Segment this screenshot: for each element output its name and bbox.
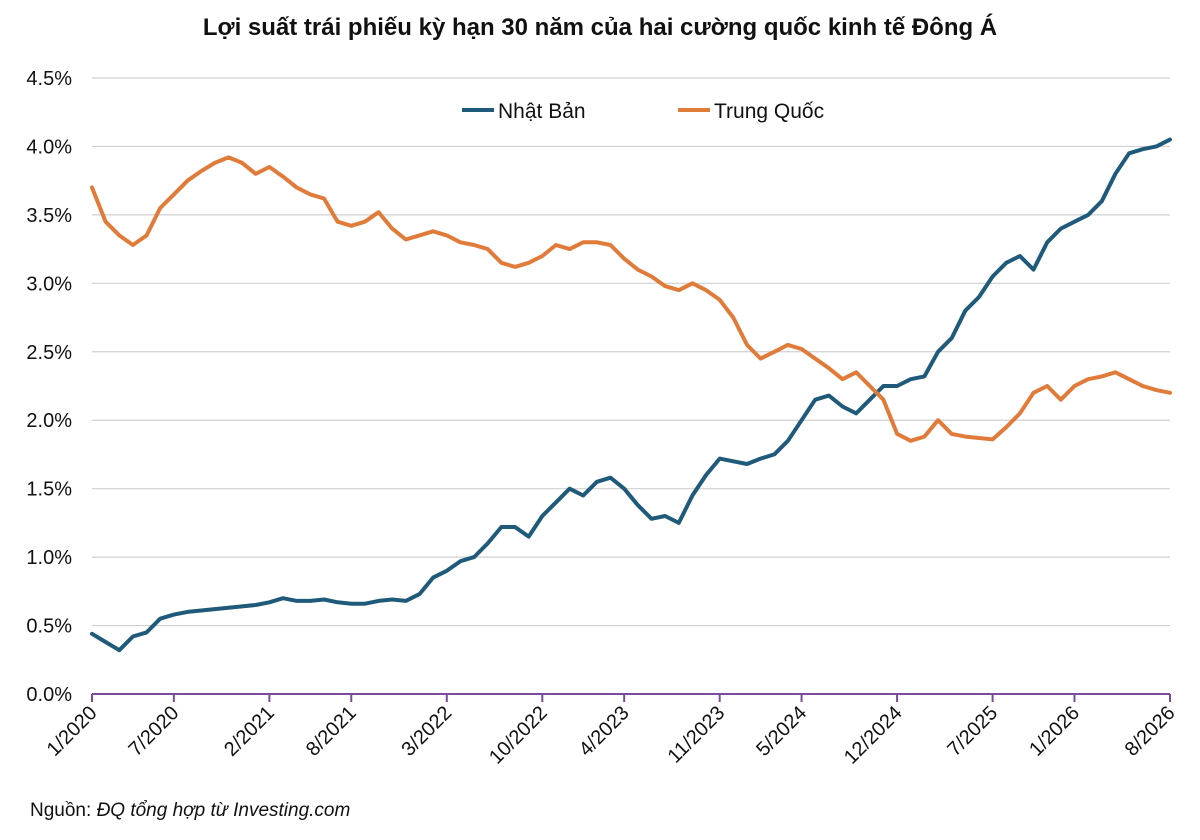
series-line-1	[90, 155, 1172, 443]
y-tick-label: 4.0%	[26, 136, 72, 158]
source-note: Nguồn: ĐQ tổng hợp từ Investing.com	[30, 800, 350, 822]
x-tick-label: 12/2024	[840, 702, 907, 769]
x-tick-label: 4/2023	[575, 702, 634, 761]
x-tick-label: 7/2020	[125, 702, 184, 761]
x-tick-label: 5/2024	[752, 702, 811, 761]
y-tick-label: 3.0%	[26, 273, 72, 295]
x-tick-label: 10/2022	[485, 702, 552, 769]
y-tick-label: 2.0%	[26, 410, 72, 432]
x-tick-label: 2/2021	[220, 702, 279, 761]
x-tick-label: 1/2020	[43, 702, 102, 761]
x-tick-label: 3/2022	[398, 702, 457, 761]
x-tick-label: 8/2026	[1121, 702, 1180, 761]
legend-label-0: Nhật Bản	[498, 100, 586, 123]
y-tick-label: 3.5%	[26, 205, 72, 227]
grid-lines	[92, 77, 1170, 695]
x-tick-label: 8/2021	[302, 702, 361, 761]
y-tick-label: 0.5%	[26, 616, 72, 638]
y-tick-label: 4.5%	[26, 68, 72, 90]
legend-label-1: Trung Quốc	[714, 100, 824, 123]
x-tick-label: 1/2026	[1025, 702, 1084, 761]
y-axis-ticks: 0.0% 0.5% 1.0% 1.5% 2.0% 2.5% 3.0% 3.5% 4.0% 4.5%	[26, 68, 72, 706]
source-detail: ĐQ tổng hợp từ Investing.com	[96, 800, 351, 821]
series-lines	[90, 137, 1172, 653]
chart-title: Lợi suất trái phiếu kỳ hạn 30 năm của ha…	[202, 14, 998, 41]
series-line-0	[90, 137, 1172, 653]
y-tick-label: 1.0%	[26, 547, 72, 569]
source-label: Nguồn:	[30, 800, 92, 821]
y-tick-label: 0.0%	[26, 684, 72, 706]
x-axis-ticks: 1/2020 7/2020 2/2021 8/2021 3/2022 10/2022 4/2…	[43, 694, 1180, 769]
x-tick-label: 7/2025	[943, 702, 1002, 761]
x-tick-label: 11/2023	[664, 702, 730, 768]
y-tick-label: 2.5%	[26, 342, 72, 364]
legend: Nhật Bản Trung Quốc	[462, 100, 824, 123]
y-tick-label: 1.5%	[26, 479, 72, 501]
